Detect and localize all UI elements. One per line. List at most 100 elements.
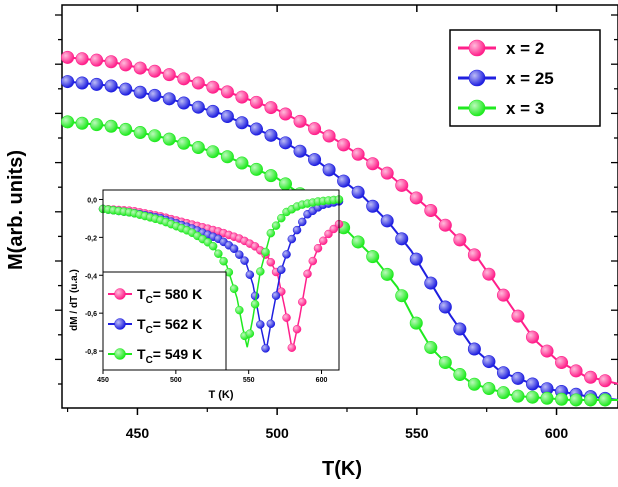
data-point (264, 169, 278, 183)
data-point (467, 377, 481, 391)
data-point (438, 300, 452, 314)
inset-chart: 450 500 550 600 0,0 -0,2 -0,4 -0,6 -0,8 T (K) dM… (69, 189, 344, 401)
data-point (482, 267, 496, 281)
data-point (61, 75, 75, 89)
inset-data-point (308, 256, 318, 266)
data-point (191, 100, 205, 114)
data-point (162, 68, 176, 82)
data-point (90, 53, 104, 67)
inset-data-point (271, 221, 281, 230)
data-point (555, 356, 569, 370)
inset-x-tick-label: 600 (316, 377, 328, 384)
x-tick-label: 450 (126, 425, 150, 441)
data-point (220, 109, 234, 123)
data-point (496, 386, 510, 400)
data-point (206, 80, 220, 94)
data-point (235, 90, 249, 104)
data-point (249, 95, 263, 109)
data-point (598, 374, 612, 388)
inset-legend-label: TC= 549 K (137, 346, 202, 366)
data-point (438, 356, 452, 370)
data-point (264, 101, 278, 115)
inset-data-point (282, 313, 291, 322)
inset-y-tick-label: 0,0 (87, 197, 97, 204)
data-point (526, 330, 540, 344)
inset-data-point (329, 224, 339, 234)
inset-data-point (292, 324, 302, 334)
data-point (526, 377, 540, 391)
inset-data-point (277, 265, 286, 275)
data-point (148, 129, 162, 143)
data-point (380, 166, 394, 180)
data-point (351, 235, 365, 249)
inset-data-point (229, 244, 239, 253)
data-point (119, 122, 133, 136)
data-point (264, 128, 278, 142)
data-point (177, 72, 191, 86)
inset-data-point (219, 256, 228, 266)
x-tick-label: 550 (405, 425, 429, 441)
data-point (206, 104, 220, 118)
data-point (496, 366, 510, 380)
inset-data-point (256, 320, 265, 329)
inset-x-tick-label: 500 (170, 377, 182, 384)
inset-y-tick-label: -0,2 (85, 235, 97, 242)
inset-data-point (287, 343, 297, 352)
data-point (162, 132, 176, 146)
inset-data-point (229, 284, 239, 294)
data-point (424, 276, 438, 290)
data-point (467, 342, 481, 356)
data-point (366, 250, 380, 264)
data-point (569, 393, 583, 407)
inset-data-point (250, 291, 260, 301)
data-point (322, 129, 336, 143)
data-point (308, 153, 322, 167)
legend-swatch-marker (468, 39, 486, 57)
data-point (279, 107, 293, 121)
data-point (191, 141, 205, 155)
data-point (235, 116, 249, 130)
inset-series-group (98, 195, 344, 353)
data-point (526, 390, 540, 404)
data-point (584, 370, 598, 384)
inset-data-point (240, 256, 249, 265)
data-point (133, 126, 147, 140)
data-point (409, 316, 423, 330)
inset-data-point (256, 267, 265, 276)
inset-data-point (266, 228, 276, 238)
data-point (104, 119, 118, 133)
inset-legend-label: TC= 562 K (137, 316, 202, 336)
data-point (380, 267, 394, 281)
data-point (511, 309, 525, 323)
x-axis-title: T(K) (322, 458, 362, 480)
inset-y-tick-label: -0,8 (85, 349, 97, 356)
data-point (177, 136, 191, 150)
data-point (119, 82, 133, 96)
data-point (337, 174, 351, 188)
data-point (90, 77, 104, 91)
y-axis-title: M(arb. units) (5, 150, 27, 270)
data-point (279, 177, 293, 191)
data-point (540, 344, 554, 358)
data-point (453, 233, 467, 247)
inset-data-point (303, 269, 312, 279)
main-series-group (61, 50, 618, 407)
data-point (395, 178, 409, 192)
data-point (395, 289, 409, 303)
inset-x-axis-title: T (K) (208, 389, 233, 401)
inset-data-point (208, 241, 218, 251)
inset-legend-swatch-marker (114, 318, 126, 330)
data-point (249, 162, 263, 176)
data-point (104, 55, 118, 69)
main-legend: x = 2 x = 25 x = 3 (449, 29, 601, 127)
data-point (438, 218, 452, 232)
data-point (424, 204, 438, 218)
data-point (482, 381, 496, 395)
data-point (279, 136, 293, 150)
data-point (511, 389, 525, 403)
data-point (598, 393, 612, 407)
inset-data-point (261, 344, 270, 353)
data-point (380, 214, 394, 228)
data-point (293, 144, 307, 158)
